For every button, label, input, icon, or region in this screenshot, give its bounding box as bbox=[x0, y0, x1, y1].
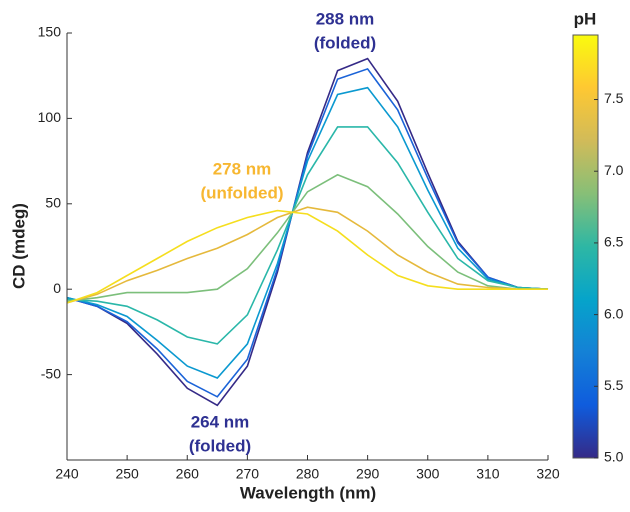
x-tick-label: 290 bbox=[356, 466, 380, 482]
spectrum-line bbox=[66, 67, 549, 398]
colorbar-title: pH bbox=[574, 9, 597, 28]
spectrum-line bbox=[66, 206, 548, 304]
colorbar-tick-label: 7.0 bbox=[604, 162, 624, 178]
x-tick-label: 320 bbox=[536, 466, 560, 482]
x-tick-label: 260 bbox=[176, 466, 200, 482]
annotation: 278 nm bbox=[213, 159, 272, 178]
colorbar-tick-label: 5.0 bbox=[604, 449, 624, 465]
spectrum-line bbox=[66, 209, 548, 304]
colorbar-tick-label: 5.5 bbox=[604, 377, 624, 393]
y-tick-label: 100 bbox=[38, 109, 62, 125]
y-tick-label: 150 bbox=[38, 24, 62, 40]
x-tick-label: 240 bbox=[55, 466, 79, 482]
annotation: (folded) bbox=[189, 436, 251, 455]
annotation: (folded) bbox=[314, 33, 376, 52]
spectrum-line bbox=[66, 126, 549, 345]
annotation: 288 nm bbox=[316, 9, 375, 28]
y-tick-label: 50 bbox=[45, 195, 61, 211]
spectrum-line bbox=[66, 86, 549, 379]
spectrum-line bbox=[66, 173, 548, 302]
x-tick-label: 280 bbox=[296, 466, 320, 482]
annotation: 264 nm bbox=[191, 412, 250, 431]
y-axis-label: CD (mdeg) bbox=[9, 203, 28, 289]
spectrum-line bbox=[66, 57, 549, 407]
colorbar-tick-label: 6.0 bbox=[604, 305, 624, 321]
colorbar bbox=[572, 34, 599, 459]
y-tick-label: -50 bbox=[41, 365, 61, 381]
colorbar-tick-label: 6.5 bbox=[604, 234, 624, 250]
x-tick-label: 310 bbox=[476, 466, 500, 482]
y-tick-label: 0 bbox=[53, 280, 61, 296]
annotation: (unfolded) bbox=[200, 183, 283, 202]
x-axis-label: Wavelength (nm) bbox=[240, 483, 376, 502]
x-tick-label: 270 bbox=[236, 466, 260, 482]
x-tick-label: 250 bbox=[115, 466, 139, 482]
x-tick-label: 300 bbox=[416, 466, 440, 482]
colorbar-tick-label: 7.5 bbox=[604, 90, 624, 106]
